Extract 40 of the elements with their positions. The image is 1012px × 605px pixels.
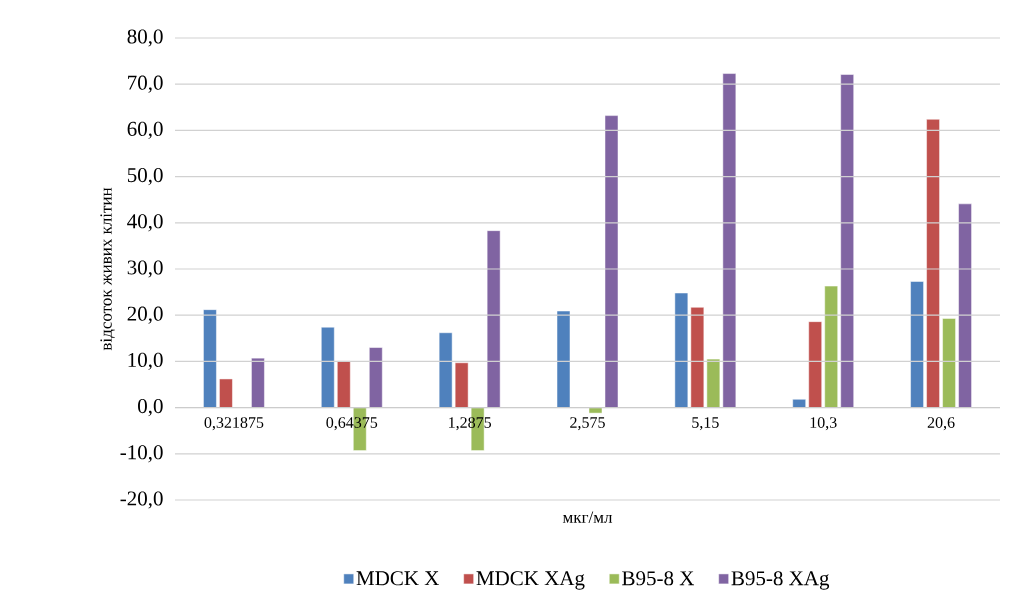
legend-label: B95-8 XAg <box>731 571 830 590</box>
x-tick-label: 0,321875 <box>204 417 264 431</box>
x-tick-label: 5,15 <box>692 417 719 431</box>
bar <box>824 285 838 408</box>
y-tick-label: -20,0 <box>120 491 163 509</box>
bar <box>556 310 571 408</box>
bar <box>840 74 854 408</box>
x-tick-label: 2,575 <box>570 417 605 431</box>
bar <box>958 203 972 408</box>
y-tick-label: 50,0 <box>127 168 163 186</box>
bar <box>588 407 603 414</box>
y-tick-label: 30,0 <box>127 260 163 278</box>
legend-label: MDCK X <box>356 571 440 586</box>
y-tick-label: 70,0 <box>128 75 163 93</box>
bar <box>251 357 265 408</box>
y-tick-label: 60,0 <box>127 121 163 139</box>
bar <box>604 115 619 408</box>
bar <box>219 378 233 408</box>
bar <box>203 309 217 408</box>
bar <box>942 318 956 408</box>
bar <box>910 281 924 408</box>
bar <box>926 119 940 408</box>
legend-label: MDCK XAg <box>476 571 585 590</box>
bar <box>486 230 501 408</box>
bar <box>792 399 806 408</box>
y-axis-title: відсоток живих клітин <box>100 187 115 351</box>
y-tick-label: 10,0 <box>128 352 163 370</box>
bar <box>369 347 383 408</box>
legend-label: B95-8 X <box>622 571 695 586</box>
bar <box>337 360 351 408</box>
x-axis-title: мкг/мл <box>562 511 613 523</box>
y-tick-label: 40,0 <box>127 214 163 232</box>
y-tick-label: 0,0 <box>138 399 163 417</box>
y-tick-label: 20,0 <box>127 306 163 324</box>
y-tick-label: 80,0 <box>127 29 163 47</box>
y-tick-label: -10,0 <box>120 445 163 463</box>
x-tick-label: 20,6 <box>927 417 955 431</box>
bar <box>808 321 822 408</box>
x-tick-label: 10,3 <box>810 417 837 431</box>
bar <box>321 326 335 408</box>
